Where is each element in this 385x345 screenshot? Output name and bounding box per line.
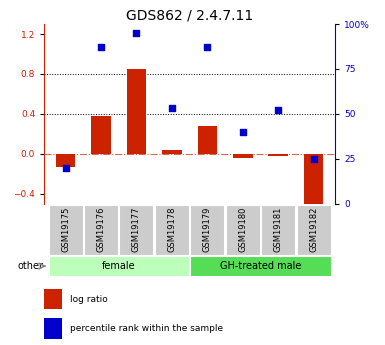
Point <box>240 129 246 135</box>
Text: GSM19176: GSM19176 <box>97 207 105 252</box>
Bar <box>261 205 295 255</box>
Bar <box>304 154 323 208</box>
Bar <box>190 256 331 276</box>
Bar <box>190 205 224 255</box>
Bar <box>49 205 82 255</box>
Text: log ratio: log ratio <box>70 295 108 304</box>
Bar <box>44 289 62 309</box>
Point <box>133 30 139 36</box>
Text: GSM19177: GSM19177 <box>132 207 141 252</box>
Point <box>275 108 281 113</box>
Text: GH-treated male: GH-treated male <box>220 261 301 271</box>
Point <box>98 45 104 50</box>
Bar <box>297 205 331 255</box>
Text: GSM19178: GSM19178 <box>167 207 176 252</box>
Text: GSM19182: GSM19182 <box>309 207 318 252</box>
Bar <box>84 205 118 255</box>
Bar <box>49 256 189 276</box>
Bar <box>198 126 217 154</box>
Text: female: female <box>102 261 136 271</box>
Text: GSM19175: GSM19175 <box>61 207 70 252</box>
Bar <box>226 205 260 255</box>
Text: GSM19181: GSM19181 <box>274 207 283 252</box>
Bar <box>127 69 146 154</box>
Point <box>62 165 69 170</box>
Text: GSM19180: GSM19180 <box>238 207 247 252</box>
Point <box>204 45 211 50</box>
Text: GSM19179: GSM19179 <box>203 207 212 252</box>
Title: GDS862 / 2.4.7.11: GDS862 / 2.4.7.11 <box>126 9 253 23</box>
Bar <box>268 154 288 156</box>
Text: percentile rank within the sample: percentile rank within the sample <box>70 324 224 333</box>
Bar <box>155 205 189 255</box>
Point <box>311 156 317 161</box>
Text: other: other <box>18 261 44 271</box>
Bar <box>56 154 75 167</box>
Bar <box>44 318 62 339</box>
Bar <box>162 150 182 154</box>
Bar <box>119 205 154 255</box>
Bar <box>233 154 253 158</box>
Point <box>169 106 175 111</box>
Bar <box>91 116 111 154</box>
